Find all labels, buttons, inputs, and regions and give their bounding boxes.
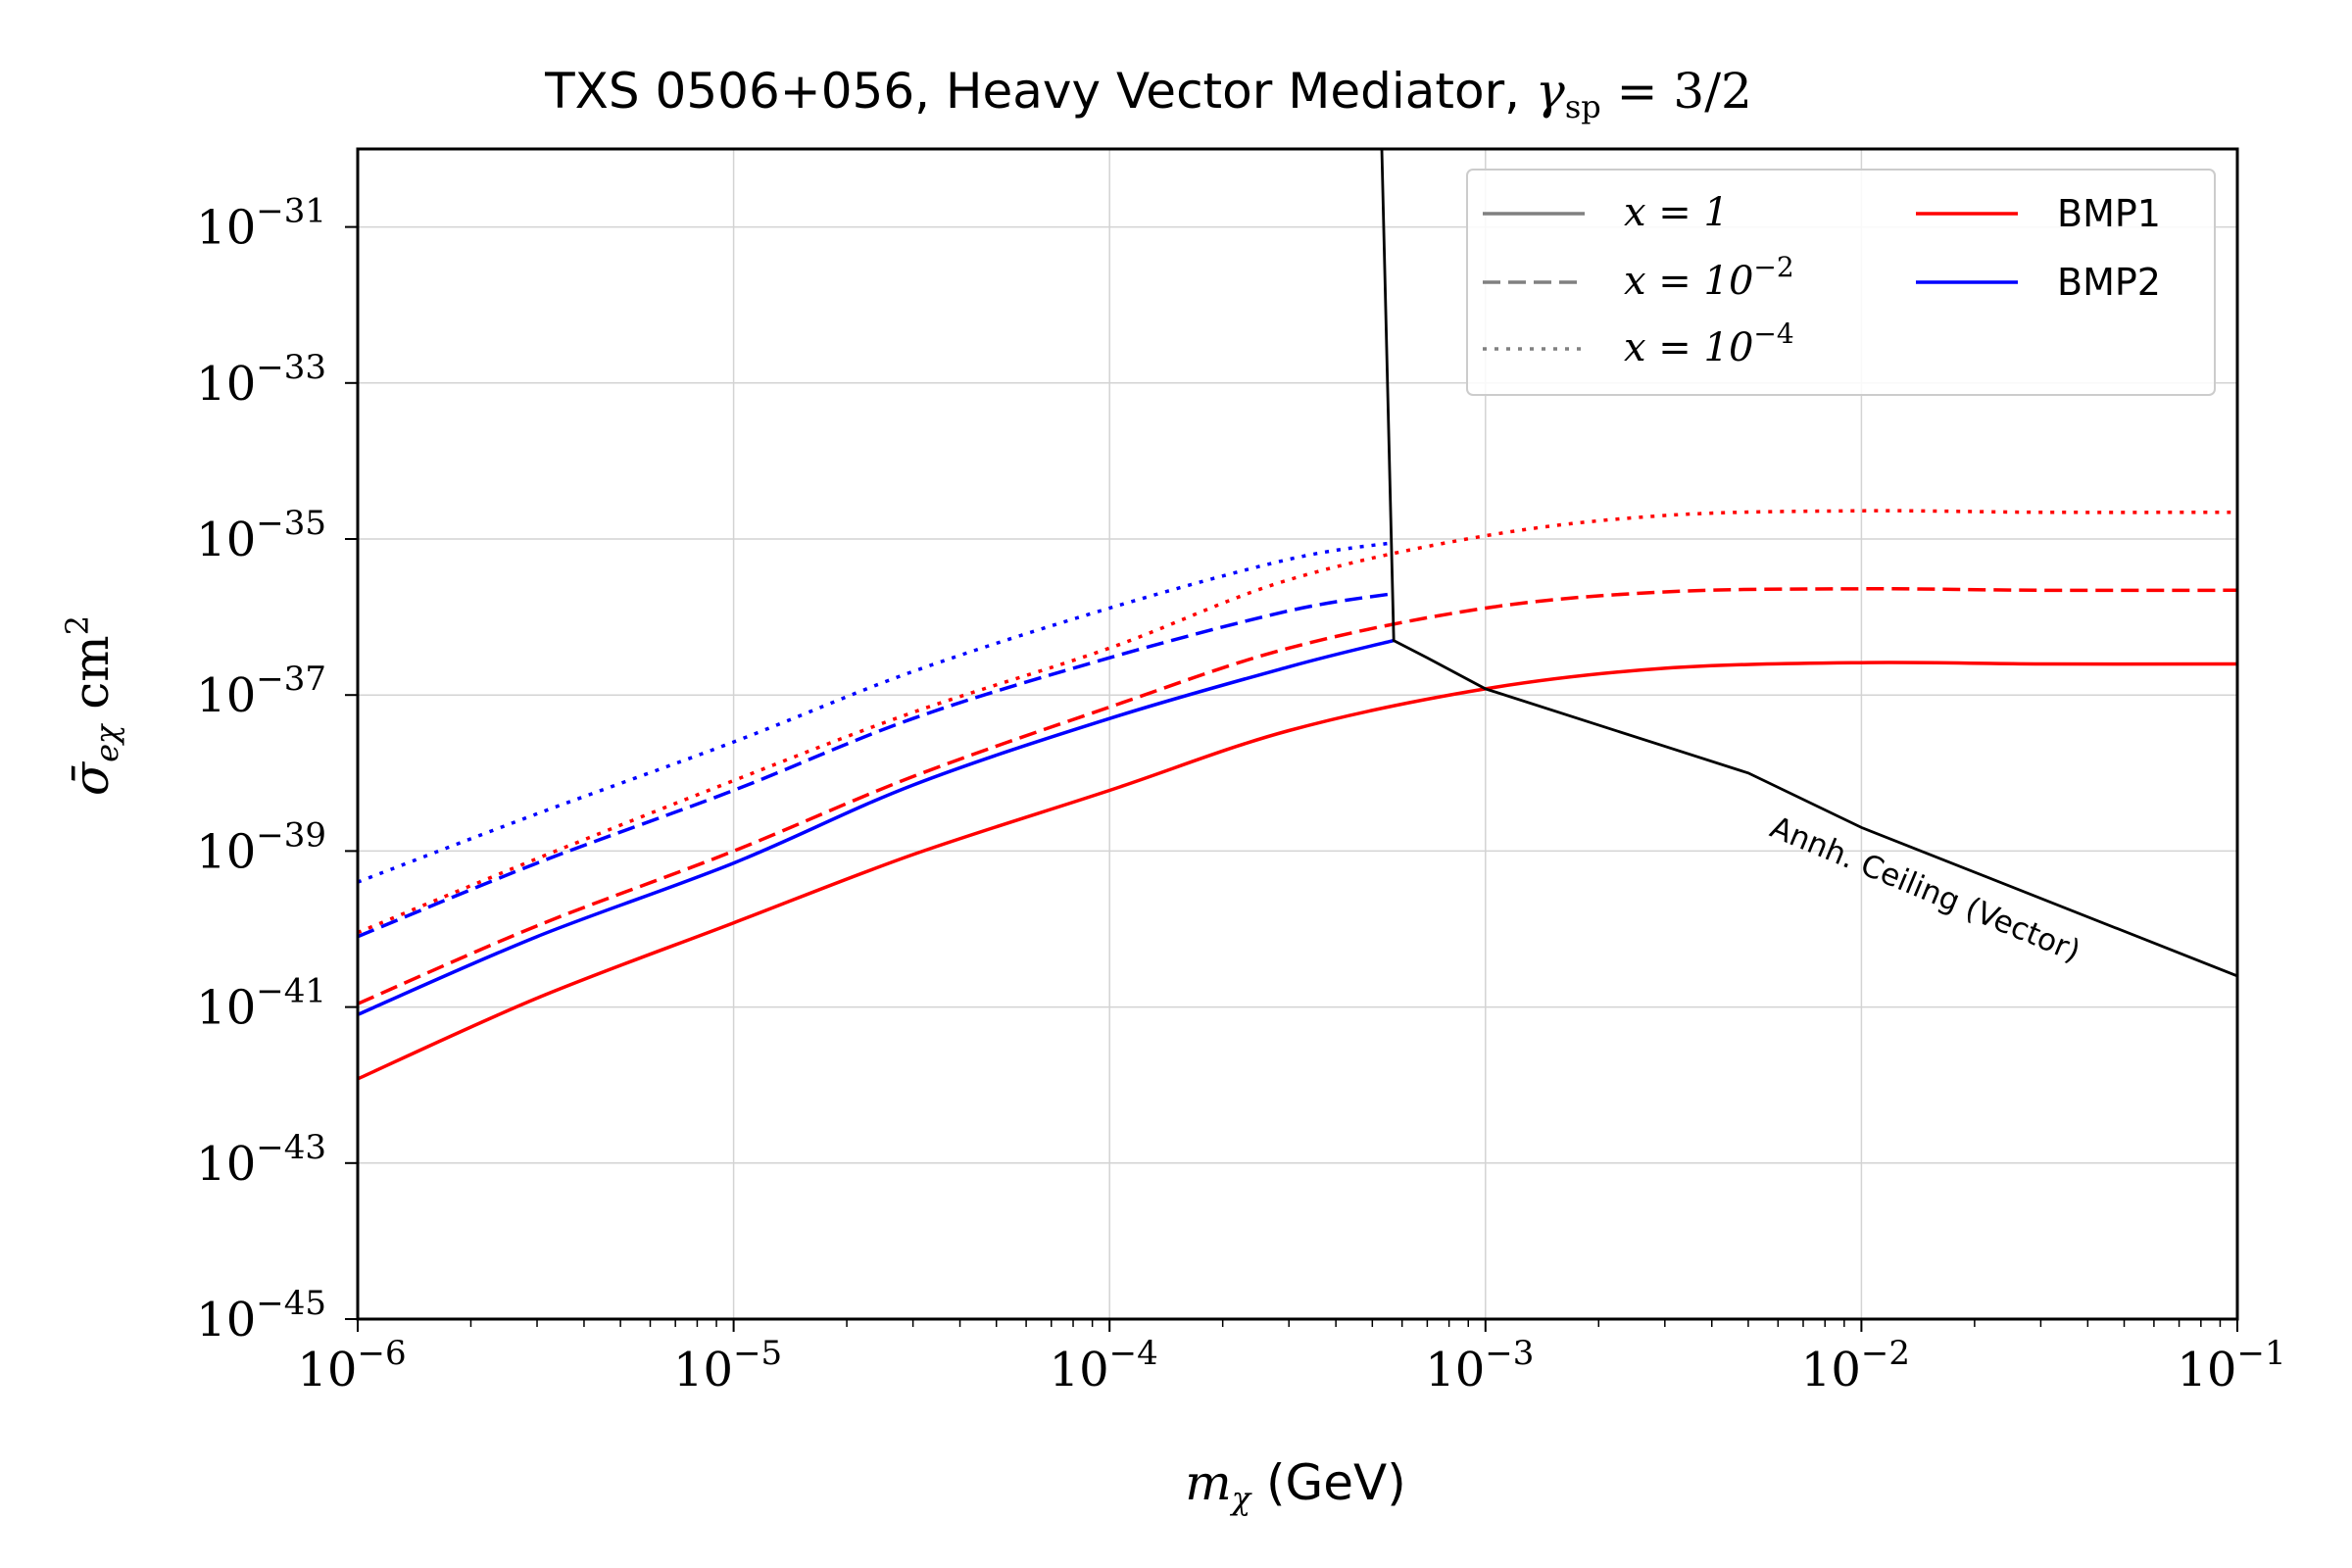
legend-label: x = 10−2: [1624, 251, 1794, 304]
ticks: [345, 225, 2238, 1332]
x-tick-label: 10−6: [297, 1334, 406, 1397]
tick-labels: 10−6 10−5 10−4 10−3 10−2 10−1 10−31 10−33 10−35 1…: [196, 192, 2285, 1397]
legend-label: BMP1: [2057, 192, 2161, 235]
series-line-bmp2-solid: [358, 638, 1395, 1016]
series-line-bmp1-solid: [358, 661, 2237, 1081]
series-layer: [358, 149, 2237, 1081]
y-tick-label: 10−37: [196, 660, 326, 723]
x-tick-label: 10−1: [2177, 1334, 2285, 1397]
x-tick-label: 10−4: [1050, 1334, 1158, 1397]
legend-label: BMP2: [2057, 261, 2161, 304]
x-tick-label: 10−2: [1801, 1334, 1910, 1397]
y-tick-label: 10−41: [196, 972, 326, 1036]
series-line-bmp2-dotted: [358, 540, 1395, 884]
y-tick-label: 10−45: [196, 1284, 326, 1348]
legend-label: x = 10−4: [1624, 318, 1794, 370]
y-tick-label: 10−31: [196, 192, 326, 256]
legend-label: x = 1: [1624, 190, 1729, 235]
x-tick-label: 10−3: [1425, 1334, 1534, 1397]
y-tick-label: 10−33: [196, 348, 326, 412]
plot-frame: [356, 147, 2239, 1321]
x-tick-label: 10−5: [673, 1334, 782, 1397]
series-line-bmp1-dotted: [358, 509, 2237, 935]
legend-box: [1466, 169, 2216, 396]
y-axis-label: σ̄eχ cm2: [59, 615, 125, 796]
series-line-bmp1-dashed: [358, 587, 2237, 1005]
series-line-bmp2-dashed: [358, 591, 1395, 939]
annihilation-ceiling-label: Annh. Ceiling (Vector): [1765, 809, 2085, 969]
chart-title: TXS 0506+056, Heavy Vector Mediator, γsp…: [544, 63, 1752, 125]
y-tick-label: 10−43: [196, 1128, 326, 1192]
y-tick-label: 10−39: [196, 815, 326, 879]
y-tick-label: 10−35: [196, 504, 326, 567]
annihilation-ceiling-line: [1380, 149, 2237, 978]
x-axis-label: mχ (GeV): [1185, 1454, 1405, 1517]
legend: x = 1 x = 10−2 x = 10−4 BMP1 BMP2: [1466, 169, 2216, 396]
